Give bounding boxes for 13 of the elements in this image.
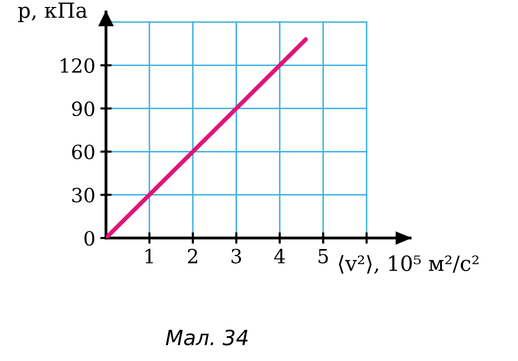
y-tick-label: 120 <box>60 58 94 73</box>
x-tick-label: 5 <box>318 249 328 264</box>
y-axis-title: p, кПа <box>18 2 88 22</box>
x-tick-label: 2 <box>188 248 198 264</box>
x-tick-label: 4 <box>274 248 285 264</box>
x-tick-label: 3 <box>232 248 242 264</box>
y-tick-label: 60 <box>72 144 94 160</box>
x-axis-title: ⟨v²⟩, 10⁵ м²/с² <box>338 255 478 274</box>
y-tick-label: 90 <box>72 101 94 116</box>
text: Мал. 34 <box>166 330 248 346</box>
y-tick-label: 30 <box>72 188 94 202</box>
y-tick-label: 0 <box>84 230 94 246</box>
x-tick-label: 1 <box>146 248 153 264</box>
